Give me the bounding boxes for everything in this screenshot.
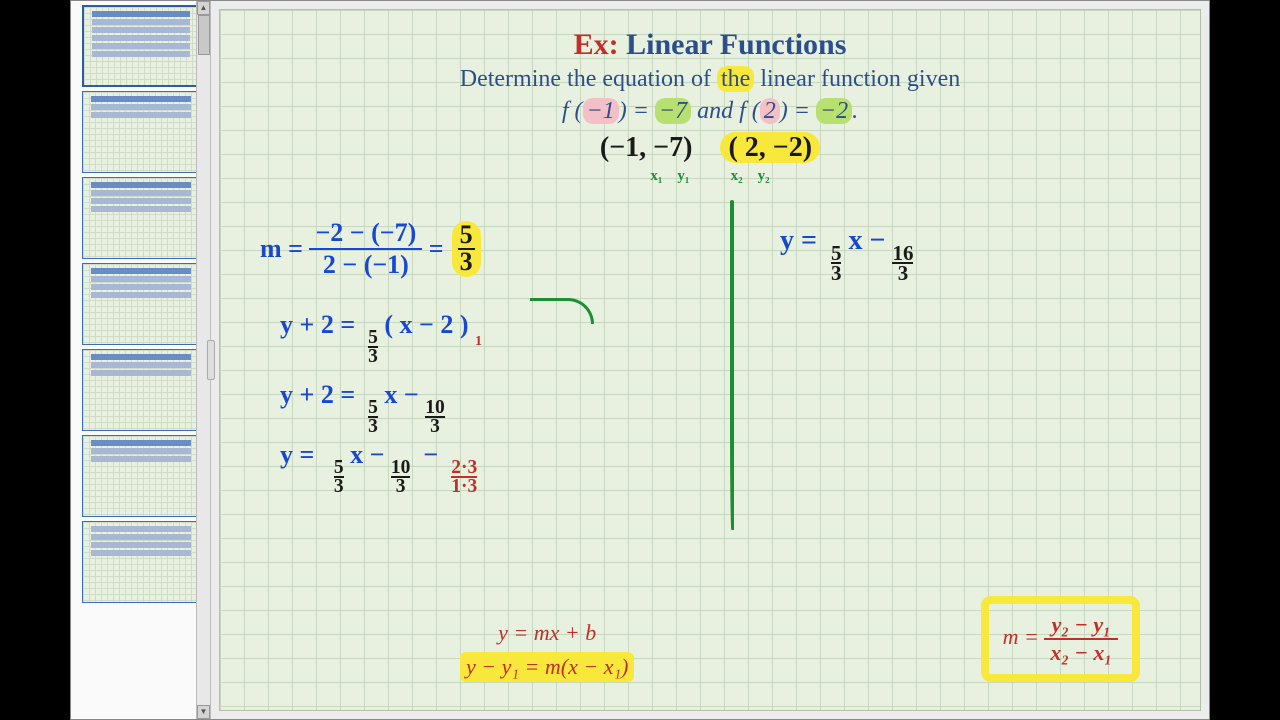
point-slope-form: y − y₁ = m(x − x₁) [460, 652, 634, 682]
slope-frac: −2 − (−7) 2 − (−1) [309, 218, 422, 280]
vertical-divider [730, 200, 734, 530]
eq2-f1d: 3 [368, 418, 378, 436]
label-x2: x₂ [731, 168, 743, 184]
slide-subtitle: Determine the equation of the linear fun… [220, 66, 1200, 93]
eq3-f2d: 3 [391, 478, 411, 496]
slide-area: Ex: Linear Functions Determine the equat… [211, 1, 1209, 719]
final-answer: y = 53 x − 163 [780, 225, 913, 283]
f2-arg: 2 [760, 98, 780, 124]
presentation-app: ▲ ▼ Ex: Linear Functions Determine the e… [70, 0, 1210, 720]
eq3-minus: − [423, 440, 438, 469]
thumbnail-5[interactable] [82, 349, 200, 431]
eq1-lhs: y + 2 = [280, 310, 355, 339]
ans-lhs: y = [780, 225, 817, 256]
point-sublabels: x₁ y₁ x₂ y₂ [220, 168, 1200, 185]
f2-val: −2 [816, 98, 852, 124]
eq3-f1d: 3 [334, 478, 344, 496]
f2-mid: ) = [780, 98, 816, 124]
ans-mid: x − [848, 225, 885, 256]
slide-title: Ex: Linear Functions [220, 28, 1200, 62]
sf-lhs: m = [1003, 624, 1039, 649]
pane-resize-grip[interactable] [207, 340, 215, 380]
slope-res-num: 5 [458, 223, 475, 250]
f2-lhs: f ( [739, 98, 760, 124]
ans-ad: 3 [831, 264, 842, 283]
eq2-mid: x − [384, 380, 418, 409]
given-period: . [852, 98, 858, 124]
eq1-under2: 1 [475, 334, 482, 349]
slope-num: −2 − (−7) [309, 218, 422, 250]
slope-res-den: 3 [458, 250, 475, 275]
work-eq2: y + 2 = 53 x − 103 [280, 380, 445, 436]
label-y2: y₂ [758, 168, 770, 184]
eq1-frac-d: 3 [368, 348, 378, 366]
thumbnail-1[interactable] [82, 5, 200, 87]
slope-formula-box: m = y₂ − y₁ x₂ − x₁ [981, 596, 1140, 682]
point-1: (−1, −7) [600, 132, 693, 163]
thumbnail-2[interactable] [82, 91, 200, 173]
ans-bd: 3 [892, 264, 913, 283]
point-2: ( 2, −2) [720, 132, 820, 163]
eq1-tail: ( x − 2 ) [384, 310, 468, 339]
label-y1: y₁ [677, 168, 689, 184]
thumbnail-4[interactable] [82, 263, 200, 345]
thumbnail-3[interactable] [82, 177, 200, 259]
work-eq1: y + 2 = 53 ( x − 2 ) 1 [280, 310, 482, 366]
thumbnail-6[interactable] [82, 435, 200, 517]
work-eq3: y = 53 x − 103 − 2·31·3 [280, 440, 477, 496]
eq2-f2d: 3 [425, 418, 445, 436]
thumbnail-7[interactable] [82, 521, 200, 603]
scroll-up-button[interactable]: ▲ [197, 1, 210, 15]
label-x1: x₁ [650, 168, 662, 184]
slope-intercept-form: y = mx + b [460, 620, 634, 646]
f1-val: −7 [655, 98, 691, 124]
scroll-thumb[interactable] [198, 15, 210, 55]
slope-calc: m = −2 − (−7) 2 − (−1) = 5 3 [260, 218, 481, 280]
slope-result: 5 3 [452, 221, 481, 276]
slope-lhs: m = [260, 234, 303, 264]
given-values: f (−1) = −7 and f (2) = −2. [220, 98, 1200, 125]
slope-eq: = [429, 234, 444, 264]
title-prefix: Ex: [574, 28, 619, 61]
sf-den: x₂ − x₁ [1044, 640, 1118, 666]
form-equations: y = mx + b y − y₁ = m(x − x₁) [460, 620, 634, 682]
eq3-mid: x − [350, 440, 384, 469]
letterbox-left [0, 0, 70, 720]
f1-arg: −1 [583, 98, 619, 124]
f1-mid: ) = [619, 98, 655, 124]
eq2-lhs: y + 2 = [280, 380, 355, 409]
f1-lhs: f ( [562, 98, 583, 124]
slide-canvas: Ex: Linear Functions Determine the equat… [219, 9, 1201, 711]
eq3-f3d: 1·3 [451, 478, 477, 496]
given-and: and [691, 98, 739, 124]
points-row: (−1, −7) ( 2, −2) [220, 132, 1200, 164]
distribute-arc [530, 298, 594, 324]
title-text: Linear Functions [626, 28, 846, 61]
thumbnail-sidebar: ▲ ▼ [71, 1, 211, 719]
scroll-down-button[interactable]: ▼ [197, 705, 210, 719]
letterbox-right [1210, 0, 1280, 720]
slope-den: 2 − (−1) [309, 250, 422, 280]
sf-num: y₂ − y₁ [1044, 612, 1118, 640]
eq3-lhs: y = [280, 440, 314, 469]
